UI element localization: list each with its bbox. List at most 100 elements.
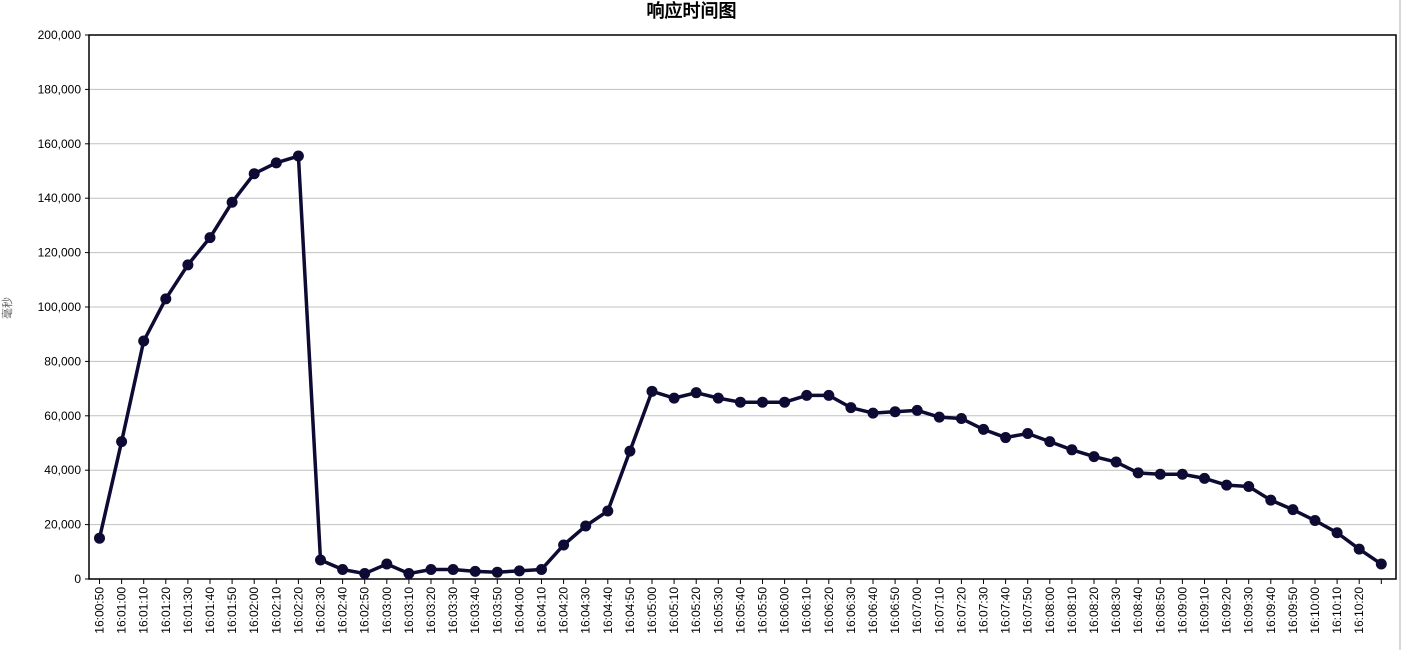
x-tick-label: 16:04:20 xyxy=(557,587,571,634)
y-tick-label: 120,000 xyxy=(38,246,82,260)
x-tick-label: 16:08:20 xyxy=(1087,587,1101,634)
data-point xyxy=(823,389,835,401)
y-tick-label: 180,000 xyxy=(38,82,82,96)
data-point xyxy=(1088,451,1100,463)
data-point xyxy=(337,563,349,575)
x-tick-label: 16:09:10 xyxy=(1198,587,1212,634)
x-tick-label: 16:05:00 xyxy=(645,587,659,634)
x-tick-label: 16:03:30 xyxy=(446,587,460,634)
data-point xyxy=(933,411,945,423)
y-tick-label: 100,000 xyxy=(38,300,82,314)
data-point xyxy=(160,293,172,305)
data-point xyxy=(978,423,989,435)
x-tick-label: 16:02:00 xyxy=(247,587,261,634)
data-point xyxy=(845,402,857,414)
x-tick-label: 16:09:00 xyxy=(1175,587,1189,634)
x-tick-label: 16:01:20 xyxy=(159,587,173,634)
x-tick-label: 16:09:20 xyxy=(1220,587,1234,634)
data-point xyxy=(1331,527,1343,539)
data-point xyxy=(116,436,128,448)
x-tick-label: 16:02:40 xyxy=(336,587,350,634)
data-point xyxy=(1375,558,1387,570)
x-tick-label: 16:08:40 xyxy=(1131,587,1145,634)
y-tick-label: 40,000 xyxy=(44,463,81,477)
x-tick-label: 16:02:50 xyxy=(358,587,372,634)
data-point xyxy=(1110,456,1122,468)
x-tick-label: 16:05:40 xyxy=(733,587,747,634)
x-tick-label: 16:09:50 xyxy=(1286,587,1300,634)
data-point xyxy=(425,563,437,575)
x-tick-label: 16:05:50 xyxy=(756,587,770,634)
x-tick-label: 16:03:40 xyxy=(468,587,482,634)
data-point xyxy=(182,259,194,271)
y-tick-label: 0 xyxy=(74,572,81,586)
data-point xyxy=(513,565,525,577)
data-point xyxy=(94,532,105,544)
x-tick-label: 16:07:10 xyxy=(932,587,946,634)
data-point xyxy=(138,335,150,347)
x-tick-label: 16:04:50 xyxy=(623,587,637,634)
data-point xyxy=(911,404,923,416)
x-tick-label: 16:04:10 xyxy=(535,587,549,634)
x-tick-label: 16:06:30 xyxy=(844,587,858,634)
plot-frame xyxy=(88,34,1397,580)
x-tick-label: 16:03:00 xyxy=(380,587,394,634)
data-point xyxy=(403,568,415,580)
data-point xyxy=(1287,504,1299,516)
series-line xyxy=(97,154,1383,576)
chart-title: 响应时间图 xyxy=(646,1,737,21)
x-tick-label: 16:01:30 xyxy=(181,587,195,634)
data-point xyxy=(1000,432,1012,444)
data-point xyxy=(734,396,746,408)
data-point xyxy=(315,554,326,566)
x-tick-label: 16:10:00 xyxy=(1308,587,1322,634)
x-tick-label: 16:08:00 xyxy=(1043,587,1057,634)
data-point xyxy=(381,558,393,570)
data-point xyxy=(1243,481,1255,493)
x-tick-label: 16:06:50 xyxy=(888,587,902,634)
x-tick-label: 16:05:10 xyxy=(667,587,681,634)
data-point xyxy=(867,407,879,419)
data-point xyxy=(580,520,592,532)
x-tick-label: 16:06:00 xyxy=(778,587,792,634)
x-tick-label: 16:05:30 xyxy=(711,587,725,634)
data-point xyxy=(779,396,791,408)
data-point xyxy=(469,565,481,577)
data-point xyxy=(889,406,901,418)
x-tick-label: 16:07:40 xyxy=(999,587,1013,634)
data-point xyxy=(1265,494,1277,506)
x-tick-label: 16:06:40 xyxy=(866,587,880,634)
x-tick-label: 16:04:30 xyxy=(579,587,593,634)
x-tick-label: 16:08:50 xyxy=(1153,587,1167,634)
y-tick-label: 160,000 xyxy=(38,137,82,151)
y-tick-label: 140,000 xyxy=(38,191,82,205)
data-point xyxy=(447,563,459,575)
data-point xyxy=(1154,468,1166,480)
data-point xyxy=(955,413,967,425)
x-tick-label: 16:04:00 xyxy=(512,587,526,634)
data-point xyxy=(359,568,371,580)
x-tick-label: 16:04:40 xyxy=(601,587,615,634)
x-tick-label: 16:06:10 xyxy=(800,587,814,634)
data-point xyxy=(646,385,658,397)
data-point xyxy=(536,563,547,575)
x-tick-label: 16:01:50 xyxy=(225,587,239,634)
x-tick-label: 16:03:50 xyxy=(490,587,504,634)
x-tick-label: 16:00:50 xyxy=(93,587,107,634)
data-point xyxy=(1176,468,1188,480)
x-tick-label: 16:03:10 xyxy=(402,587,416,634)
data-point xyxy=(1044,436,1056,448)
x-tick-label: 16:09:30 xyxy=(1242,587,1256,634)
data-point xyxy=(801,389,813,401)
data-point xyxy=(712,392,724,404)
x-tick-label: 16:07:30 xyxy=(977,587,991,634)
y-tick-label: 60,000 xyxy=(44,409,81,423)
x-tick-label: 16:07:00 xyxy=(910,587,924,634)
x-tick-label: 16:01:40 xyxy=(203,587,217,634)
x-tick-label: 16:02:10 xyxy=(269,587,283,634)
x-tick-label: 16:10:10 xyxy=(1330,587,1344,634)
data-point xyxy=(624,445,636,457)
data-point xyxy=(1066,444,1078,456)
x-tick-label: 16:07:20 xyxy=(954,587,968,634)
